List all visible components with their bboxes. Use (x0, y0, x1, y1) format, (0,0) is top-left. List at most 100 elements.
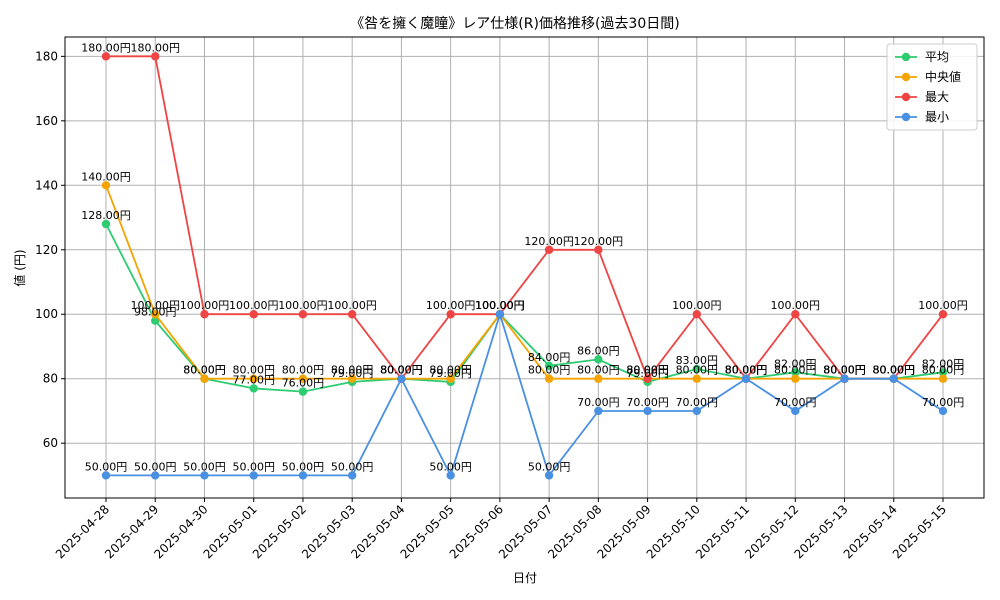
data-point (347, 374, 357, 383)
data-label: 50.00円 (331, 460, 374, 473)
data-label: 80.00円 (577, 364, 620, 377)
data-point (938, 406, 948, 416)
data-point (347, 471, 357, 480)
data-label: 80.00円 (873, 364, 916, 377)
data-point (594, 355, 603, 364)
data-point (791, 374, 800, 383)
data-label: 80.00円 (676, 364, 719, 377)
series-line-3 (106, 311, 944, 478)
y-axis: 60 80 100 120 140 160 180 (35, 49, 65, 450)
data-point (791, 368, 800, 377)
data-label: 100.00円 (475, 299, 525, 312)
data-label: 84.00円 (528, 351, 571, 364)
data-point (938, 374, 948, 383)
grid-lines (65, 37, 984, 498)
data-point (249, 471, 258, 480)
data-point (643, 374, 652, 383)
data-label: 80.00円 (528, 364, 571, 377)
data-point (643, 406, 652, 416)
y-tick-label: 120 (35, 243, 58, 257)
data-point (200, 374, 209, 383)
data-label: 80.00円 (774, 364, 817, 377)
data-label: 50.00円 (282, 460, 325, 473)
data-label: 70.00円 (676, 396, 719, 409)
data-label: 80.00円 (823, 364, 866, 377)
data-label: 80.00円 (823, 364, 866, 377)
data-point (151, 471, 160, 480)
data-point (298, 471, 308, 480)
data-label: 79.00円 (429, 367, 472, 380)
data-point (594, 374, 603, 383)
data-label: 79.00円 (331, 367, 374, 380)
data-label: 82.00円 (774, 357, 817, 370)
legend-box (886, 43, 978, 131)
y-tick-label: 160 (35, 114, 58, 128)
data-point (151, 310, 160, 319)
data-point (101, 471, 111, 480)
data-point (791, 406, 800, 416)
data-label: 50.00円 (429, 460, 472, 473)
data-label: 80.00円 (380, 364, 423, 377)
data-point (692, 310, 702, 319)
data-label: 82.00円 (922, 357, 965, 370)
data-label: 80.00円 (380, 364, 423, 377)
data-label: 100.00円 (327, 299, 377, 312)
data-label: 80.00円 (183, 364, 226, 377)
data-point (298, 387, 308, 396)
plot-frame (64, 36, 985, 499)
data-label: 77.00円 (232, 373, 275, 386)
y-tick-label: 60 (43, 436, 58, 450)
data-label: 50.00円 (85, 460, 128, 473)
data-point (544, 374, 554, 383)
data-point (298, 374, 308, 383)
data-label: 70.00円 (774, 396, 817, 409)
data-label: 79.00円 (626, 367, 669, 380)
data-label: 80.00円 (873, 364, 916, 377)
series-line-2 (106, 55, 944, 381)
data-point (347, 310, 357, 319)
chart-title: 《咎を擁く魔瞳》レア仕様(R)価格推移(過去30日間) (350, 15, 679, 32)
data-label: 80.00円 (922, 364, 965, 377)
data-label: 80.00円 (873, 364, 916, 377)
data-point (101, 219, 111, 229)
data-point (741, 374, 751, 383)
data-point (446, 310, 455, 319)
data-point (791, 310, 800, 319)
data-label: 76.00円 (282, 377, 325, 390)
data-point (151, 52, 160, 61)
data-label: 100.00円 (475, 299, 525, 312)
y-tick-label: 140 (35, 178, 58, 192)
data-point (544, 471, 554, 480)
data-point (200, 471, 209, 480)
data-label: 83.00円 (676, 354, 719, 367)
data-label: 80.00円 (282, 364, 325, 377)
data-label: 80.00円 (725, 364, 768, 377)
y-axis-label: 値 (円) (12, 249, 27, 286)
data-label: 100.00円 (771, 299, 821, 312)
y-tick-label: 80 (43, 372, 58, 386)
data-label: 50.00円 (528, 460, 571, 473)
data-label: 100.00円 (426, 299, 476, 312)
data-label: 80.00円 (232, 364, 275, 377)
data-label: 100.00円 (229, 299, 279, 312)
data-label: 80.00円 (183, 364, 226, 377)
data-label: 70.00円 (626, 396, 669, 409)
data-point (594, 245, 603, 254)
legend-marker (901, 112, 911, 122)
data-point (840, 374, 849, 383)
data-point (298, 310, 308, 319)
series-layer (101, 52, 948, 480)
legend-label: 平均 (925, 50, 949, 64)
legend-marker (901, 52, 911, 62)
data-label: 70.00円 (922, 396, 965, 409)
data-point (249, 310, 258, 319)
data-point (200, 310, 209, 319)
data-label: 80.00円 (380, 364, 423, 377)
data-point (446, 471, 455, 480)
legend-label: 中央値 (925, 69, 961, 84)
data-point (101, 52, 111, 61)
data-point (889, 374, 898, 383)
data-point (397, 374, 406, 383)
